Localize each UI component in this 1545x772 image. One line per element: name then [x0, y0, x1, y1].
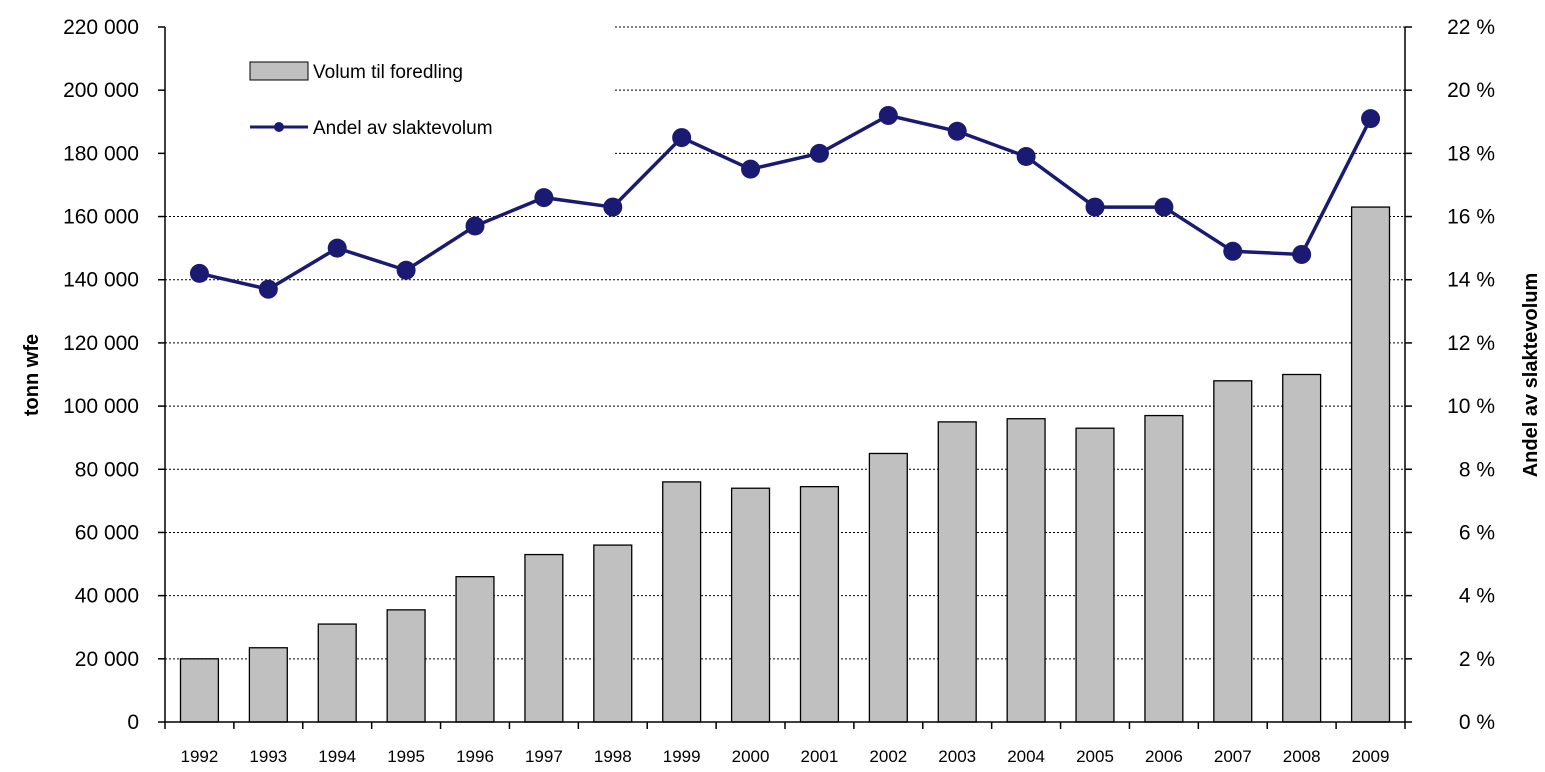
y-tick-label-right: 8 %	[1459, 458, 1495, 481]
bar	[1075, 427, 1115, 723]
axes	[158, 26, 1412, 729]
bar	[1350, 206, 1391, 723]
line-point	[534, 188, 554, 208]
bar	[1006, 418, 1046, 723]
y-tick-label-left: 20 000	[75, 648, 139, 671]
x-tick-label: 2004	[1007, 747, 1045, 766]
y-tick-label-left: 80 000	[75, 458, 139, 481]
y-tick-label-left: 180 000	[63, 142, 139, 165]
bar	[1282, 373, 1322, 723]
y-tick-label-right: 14 %	[1447, 269, 1495, 292]
bar	[179, 658, 220, 723]
line-point	[1223, 241, 1243, 261]
y-tick-label-right: 4 %	[1459, 585, 1495, 608]
y-tick-label-right: 6 %	[1459, 521, 1495, 544]
line-point	[258, 279, 278, 299]
bar	[248, 647, 288, 723]
line-path	[199, 113, 1373, 292]
line-point	[672, 128, 692, 148]
y-tick-label-left: 60 000	[75, 521, 139, 544]
legend-label-line: Andel av slaktevolum	[313, 118, 493, 139]
x-tick-label: 1997	[525, 747, 563, 766]
y-tick-label-right: 18 %	[1447, 142, 1495, 165]
line-point	[809, 143, 829, 163]
x-tick-label: 2008	[1283, 747, 1321, 766]
line-series	[189, 105, 1381, 299]
y-tick-label-left: 200 000	[63, 79, 139, 102]
bar	[593, 544, 633, 723]
x-tick-label: 2002	[869, 747, 907, 766]
y-tick-label-left: 120 000	[63, 332, 139, 355]
line-point	[878, 105, 898, 125]
bar	[799, 485, 840, 723]
bar	[937, 421, 977, 723]
line-point	[741, 159, 761, 179]
bar	[1144, 414, 1184, 723]
y-axis-title-right: Andel av slaktevolum	[1520, 273, 1542, 478]
x-tick-label: 2000	[732, 747, 770, 766]
line-point	[396, 260, 416, 280]
y-tick-label-left: 220 000	[63, 16, 139, 39]
y-tick-label-left: 160 000	[63, 206, 139, 229]
x-tick-label: 1994	[318, 747, 356, 766]
y-tick-label-right: 0 %	[1459, 711, 1495, 734]
legend-swatch-marker	[274, 122, 284, 132]
x-tick-label: 1998	[594, 747, 632, 766]
legend-swatch-bar	[249, 61, 309, 81]
x-tick-label: 2005	[1076, 747, 1114, 766]
x-tick-label: 2003	[938, 747, 976, 766]
y-tick-labels-right: 0 % 2 % 4 % 6 % 8 % 10 % 12 % 14 % 16 % 18 % 20 % 2…	[1447, 16, 1495, 734]
line-point	[1361, 109, 1381, 129]
line-point	[947, 121, 967, 141]
line-point	[1085, 197, 1105, 217]
y-tick-label-right: 16 %	[1447, 206, 1495, 229]
line-point	[1016, 147, 1036, 167]
legend-label-bar: Volum til foredling	[313, 62, 463, 83]
bar	[455, 576, 495, 723]
y-tick-label-right: 12 %	[1447, 332, 1495, 355]
y-tick-label-right: 20 %	[1447, 79, 1495, 102]
bar	[868, 452, 908, 723]
x-tick-label: 2001	[801, 747, 839, 766]
x-tick-label: 1999	[663, 747, 701, 766]
y-tick-label-right: 10 %	[1447, 395, 1495, 418]
line-point	[603, 197, 623, 217]
y-tick-label-left: 140 000	[63, 269, 139, 292]
y-axis-title-left: tonn wfe	[21, 334, 43, 416]
x-tick-label: 1995	[387, 747, 425, 766]
x-tick-label: 2007	[1214, 747, 1252, 766]
line-point	[327, 238, 347, 258]
bar	[662, 481, 702, 723]
x-tick-label: 1992	[181, 747, 219, 766]
y-tick-label-right: 22 %	[1447, 16, 1495, 39]
y-tick-labels-left: 0 20 000 40 000 60 000 80 000 100 000 120 000 1…	[63, 16, 139, 734]
line-point	[189, 263, 209, 283]
x-tick-label: 1996	[456, 747, 494, 766]
x-tick-label: 2009	[1352, 747, 1390, 766]
line-point	[1292, 244, 1312, 264]
bar-series	[179, 206, 1391, 723]
x-tick-label: 1993	[249, 747, 287, 766]
bar	[524, 553, 564, 723]
bar	[1213, 380, 1253, 723]
line-point	[1154, 197, 1174, 217]
y-tick-label-left: 100 000	[63, 395, 139, 418]
x-tick-label: 2006	[1145, 747, 1183, 766]
y-tick-label-right: 2 %	[1459, 648, 1495, 671]
bar	[317, 623, 357, 723]
line-point	[465, 216, 485, 236]
gridlines	[165, 26, 1405, 660]
bar	[730, 487, 771, 723]
legend: Volum til foredling Andel av slaktevolum	[249, 61, 493, 139]
y-tick-label-left: 0	[127, 711, 139, 734]
y-tick-label-left: 40 000	[75, 585, 139, 608]
bar	[386, 609, 426, 723]
x-tick-labels: 1992 1993 1994 1995 1996 1997 1998 1999 2000 2001…	[181, 747, 1390, 766]
